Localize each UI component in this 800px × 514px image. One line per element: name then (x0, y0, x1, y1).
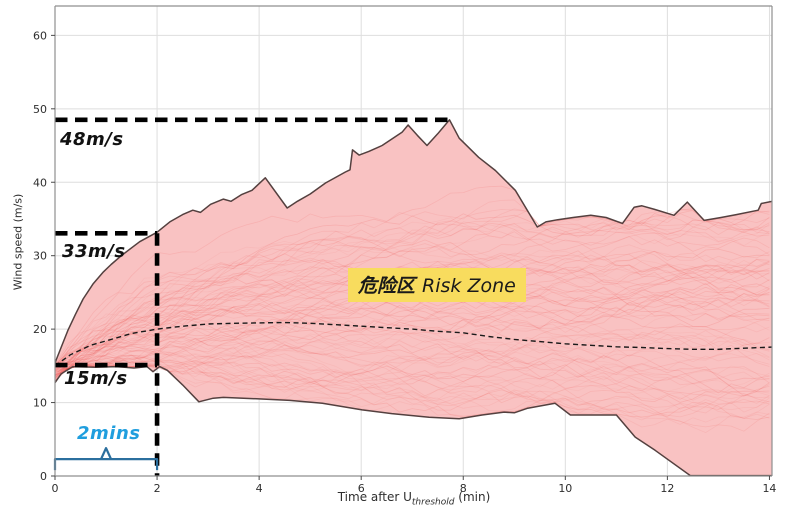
y-tick-label: 30 (33, 250, 47, 263)
tick-labels: 0 2 4 6 8 10 12 14 0 10 20 30 40 50 60 (33, 29, 776, 495)
annotation-duration-2mins: 2mins (77, 423, 141, 444)
y-tick-label: 60 (33, 29, 47, 42)
upper-envelope-line (55, 119, 772, 364)
threshold-guides (55, 117, 450, 476)
x-axis-label-prefix: Time after U (337, 490, 412, 504)
y-tick-label: 40 (33, 176, 47, 189)
mean-wind-line (55, 321, 772, 367)
x-axis-label-suffix: (min) (454, 490, 491, 504)
x-tick-label: 12 (660, 482, 674, 495)
y-tick-label: 10 (33, 397, 47, 410)
tick-marks (51, 34, 770, 480)
x-tick-label: 0 (52, 482, 59, 495)
risk-zone-label-cn: 危险区 (358, 275, 416, 297)
x-tick-label: 8 (460, 482, 467, 495)
wind-traces (55, 185, 770, 434)
y-tick-label: 0 (40, 470, 47, 483)
y-tick-label: 20 (33, 323, 47, 336)
annotation-gust-2min-33ms: 33m/s (62, 241, 126, 262)
lower-envelope-line (55, 365, 772, 476)
x-tick-label: 10 (558, 482, 572, 495)
y-tick-label: 50 (33, 103, 47, 116)
annotation-peak-gust-48ms: 48m/s (60, 129, 124, 150)
risk-zone-label-en: Risk Zone (422, 275, 516, 297)
x-tick-label: 4 (256, 482, 263, 495)
x-tick-label: 14 (762, 482, 776, 495)
x-axis-label: Time after Uthreshold (min) (338, 490, 491, 507)
y-axis-label: Wind speed (m/s) (11, 193, 25, 291)
x-tick-label: 6 (358, 482, 365, 495)
x-axis-label-subscript: threshold (411, 497, 455, 508)
annotation-threshold-15ms: 15m/s (64, 368, 128, 389)
risk-zone-label: 危险区 Risk Zone (348, 268, 526, 302)
x-tick-label: 2 (154, 482, 161, 495)
axes-spines (54, 5, 773, 477)
duration-bracket (53, 447, 159, 471)
